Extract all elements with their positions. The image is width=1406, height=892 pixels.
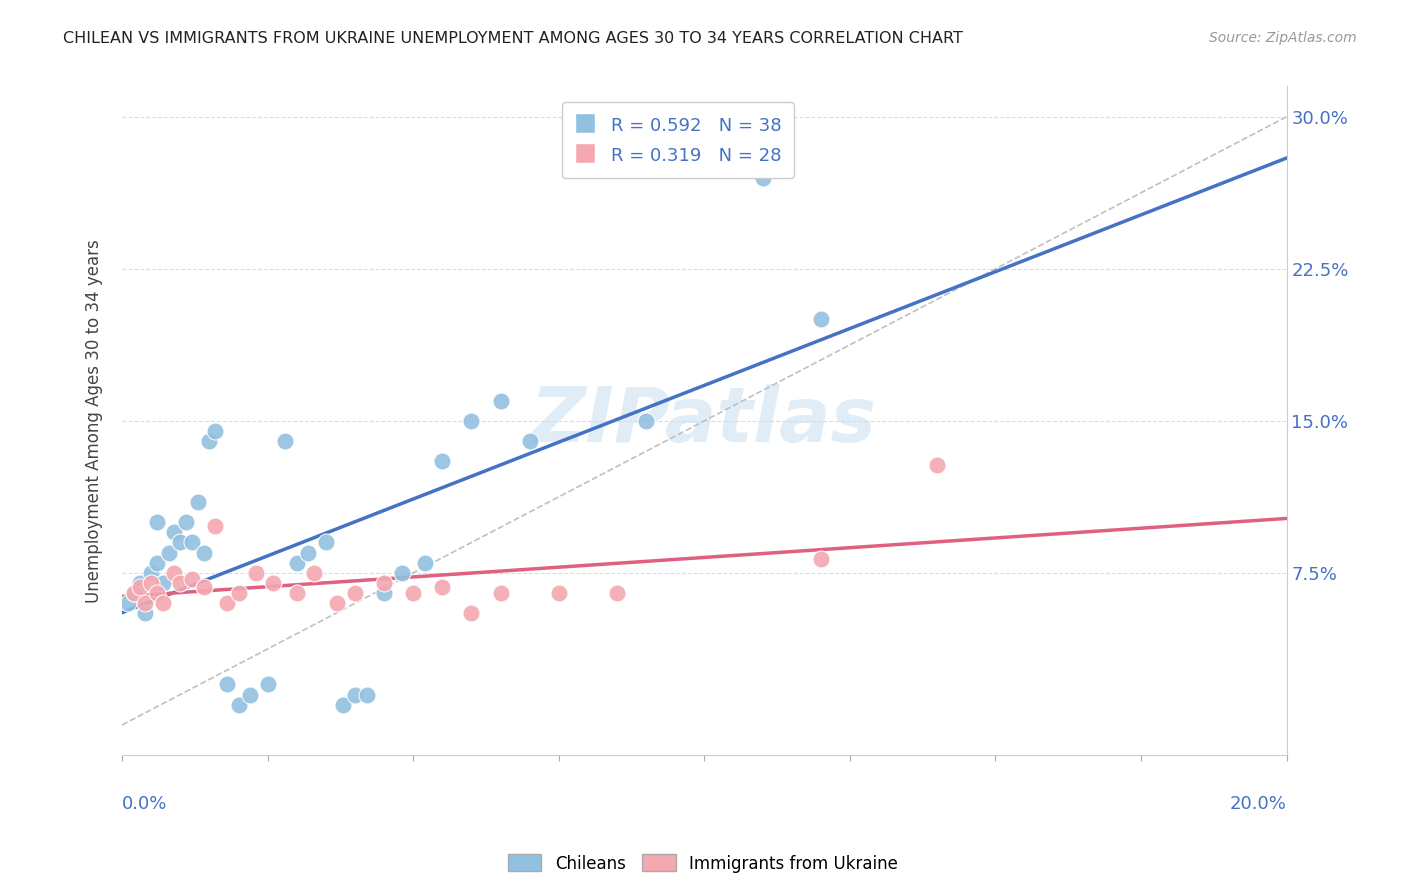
Point [152,576,174,591]
Point [163,525,186,540]
Point [285,556,308,570]
Point [215,677,238,691]
Point [636,414,658,428]
Point [356,688,378,702]
Point [146,586,169,600]
Text: CHILEAN VS IMMIGRANTS FROM UKRAINE UNEMPLOYMENT AMONG AGES 30 TO 34 YEARS CORREL: CHILEAN VS IMMIGRANTS FROM UKRAINE UNEMP… [63,31,963,46]
Point [373,586,395,600]
Point [343,688,366,702]
Point [157,546,180,560]
Point [152,596,174,610]
Point [547,586,569,600]
Point [122,586,145,600]
Point [169,576,191,591]
Text: ZIPatlas: ZIPatlas [531,384,877,458]
Point [432,580,454,594]
Point [432,454,454,468]
Text: 0.0%: 0.0% [122,796,167,814]
Point [489,586,512,600]
Point [391,566,413,580]
Point [181,535,204,549]
Point [228,698,250,712]
Point [489,393,512,408]
Point [239,688,262,702]
Point [204,424,226,438]
Point [315,535,337,549]
Point [326,596,349,610]
Point [204,519,226,533]
Point [122,586,145,600]
Point [302,566,325,580]
Text: 20.0%: 20.0% [1230,796,1286,814]
Point [606,586,628,600]
Legend: R = 0.592   N = 38, R = 0.319   N = 28: R = 0.592 N = 38, R = 0.319 N = 28 [562,102,794,178]
Point [343,586,366,600]
Point [146,556,169,570]
Point [128,580,150,594]
Point [163,566,186,580]
Point [285,586,308,600]
Point [117,596,139,610]
Point [181,572,204,586]
Point [274,434,297,449]
Point [402,586,425,600]
Point [128,576,150,591]
Point [245,566,267,580]
Point [134,596,156,610]
Point [332,698,354,712]
Point [262,576,284,591]
Point [215,596,238,610]
Point [810,551,832,566]
Point [146,515,169,529]
Point [228,586,250,600]
Point [751,170,773,185]
Point [198,434,221,449]
Point [373,576,395,591]
Y-axis label: Unemployment Among Ages 30 to 34 years: Unemployment Among Ages 30 to 34 years [86,239,103,603]
Point [927,458,949,473]
Point [141,576,163,591]
Point [460,607,482,621]
Point [174,515,197,529]
Point [413,556,436,570]
Point [187,495,209,509]
Point [810,312,832,326]
Point [141,566,163,580]
Point [169,535,191,549]
Point [460,414,482,428]
Point [193,546,215,560]
Point [297,546,319,560]
Point [256,677,278,691]
Text: Source: ZipAtlas.com: Source: ZipAtlas.com [1209,31,1357,45]
Legend: Chileans, Immigrants from Ukraine: Chileans, Immigrants from Ukraine [502,847,904,880]
Point [134,607,156,621]
Point [193,580,215,594]
Point [519,434,541,449]
